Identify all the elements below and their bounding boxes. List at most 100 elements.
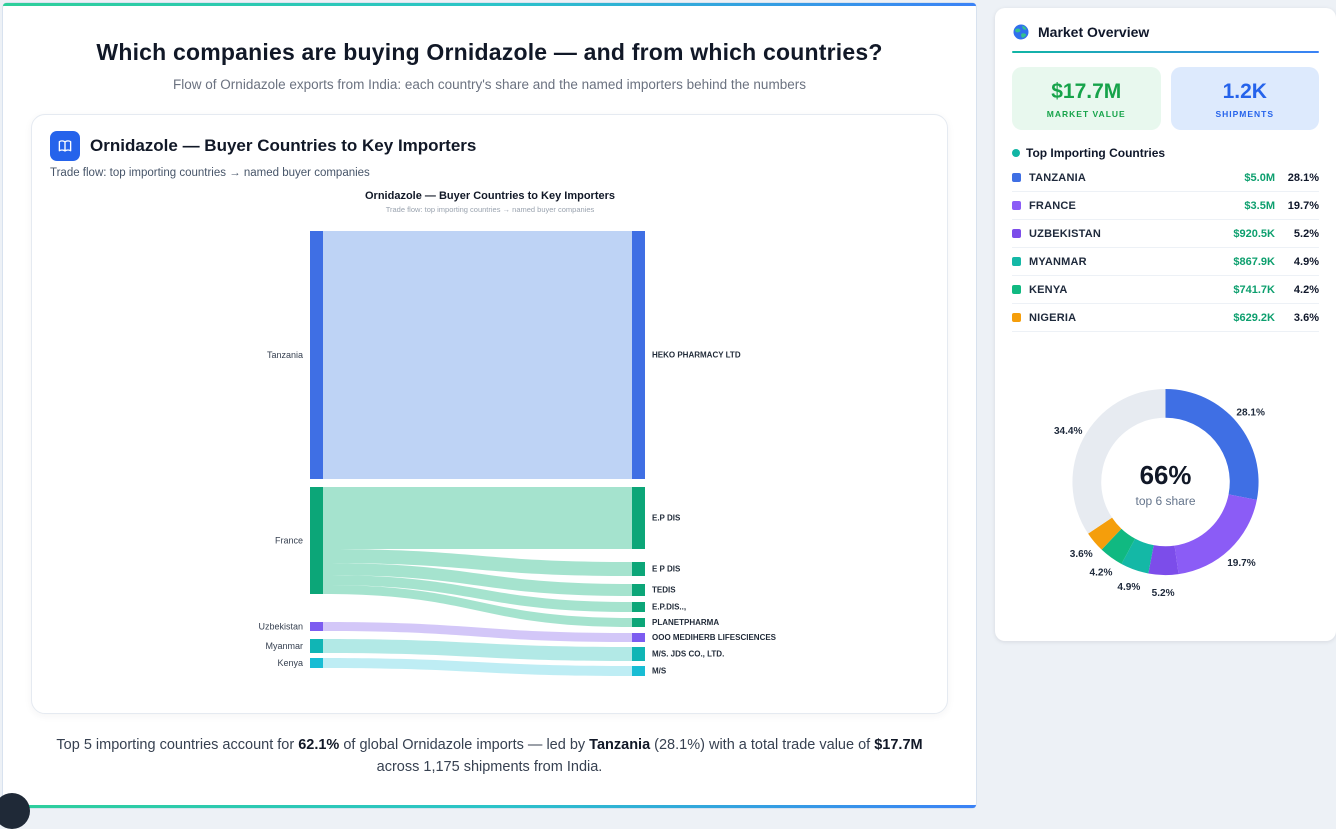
- country-row: TANZANIA $5.0M 28.1%: [1012, 164, 1319, 192]
- country-list: TANZANIA $5.0M 28.1% FRANCE $3.5M 19.7% UZBEKI…: [1012, 164, 1319, 332]
- page-subtitle: Flow of Ornidazole exports from India: e…: [173, 77, 806, 92]
- market-value-stat: $17.7M MARKET VALUE: [1012, 67, 1161, 130]
- summary-note-segment: across 1,175 shipments from India.: [376, 759, 603, 776]
- country-row: MYANMAR $867.9K 4.9%: [1012, 248, 1319, 276]
- page-title: Which companies are buying Ornidazole — …: [96, 39, 883, 65]
- sankey-company-node[interactable]: [631, 666, 645, 676]
- donut-segment-kenya[interactable]: [1101, 528, 1136, 564]
- open-book-icon-glyph: [58, 140, 72, 152]
- donut-segment-label: 28.1%: [1236, 408, 1265, 419]
- summary-note-segment: of global Ornidazole imports — led by: [339, 737, 590, 753]
- country-value: $867.9K: [1233, 255, 1275, 268]
- corner-logo: [0, 793, 30, 829]
- sankey-company-node[interactable]: [631, 618, 645, 627]
- shipments-stat: 1.2K SHIPMENTS: [1170, 67, 1319, 130]
- donut-segment-label: 5.2%: [1152, 588, 1175, 599]
- sankey-company-label: E P DIS: [652, 565, 681, 574]
- chart-title: Ornidazole — Buyer Countries to Key Impo…: [90, 136, 477, 155]
- sankey-chart-area: Tanzania France Uzbekistan Myanmar Kenya HEKO…: [50, 183, 929, 695]
- donut-segment-tanzania[interactable]: [1165, 388, 1259, 500]
- summary-note-segment: $17.7M: [874, 737, 923, 753]
- sankey-company-node[interactable]: [631, 584, 645, 596]
- sankey-country-node[interactable]: [309, 622, 323, 631]
- top-importing-countries-label: Top Importing Countries: [1026, 146, 1166, 160]
- sankey-company-label: M/S. JDS CO., LTD.: [652, 650, 724, 659]
- sankey-company-node[interactable]: [631, 231, 645, 479]
- sankey-company-label: HEKO PHARMACY LTD: [652, 351, 741, 360]
- donut-center-label: top 6 share: [1136, 494, 1196, 508]
- sankey-company-label: M/S: [652, 667, 667, 676]
- sankey-company-node[interactable]: [631, 633, 645, 642]
- country-row: NIGERIA $629.2K 3.6%: [1012, 304, 1319, 332]
- donut-segment-label: 4.9%: [1117, 582, 1140, 593]
- donut-segment-uzbekistan[interactable]: [1148, 545, 1179, 576]
- country-value: $5.0M: [1244, 171, 1275, 184]
- sankey-country-node[interactable]: [309, 658, 323, 668]
- country-color-swatch: [1012, 229, 1021, 238]
- country-percent: 3.6%: [1293, 311, 1319, 324]
- sankey-flow[interactable]: [322, 487, 632, 549]
- sankey-diagram[interactable]: Tanzania France Uzbekistan Myanmar Kenya HEKO…: [140, 183, 840, 695]
- sankey-company-label: E.P DIS: [652, 514, 681, 523]
- country-color-swatch: [1012, 201, 1021, 210]
- sankey-flow[interactable]: [322, 585, 632, 627]
- sankey-inner-title: Ornidazole — Buyer Countries to Key Impo…: [365, 190, 615, 202]
- sankey-company-node[interactable]: [631, 562, 645, 576]
- country-name: FRANCE: [1029, 199, 1077, 212]
- sankey-country-label: Myanmar: [265, 641, 303, 651]
- sankey-country-node[interactable]: [309, 487, 323, 594]
- sankey-country-node[interactable]: [309, 639, 323, 653]
- donut-chart-area: 28.1% 19.7% 5.2% 4.9% 4.2% 3.6% 34.4% 66% top 6 …: [1012, 348, 1319, 616]
- summary-note: Top 5 importing countries account for 62…: [40, 734, 940, 779]
- sankey-flow[interactable]: [322, 622, 632, 642]
- sankey-flow[interactable]: [322, 575, 632, 612]
- country-color-swatch: [1012, 173, 1021, 182]
- summary-note-segment: Tanzania: [589, 737, 651, 753]
- country-percent: 4.9%: [1293, 255, 1319, 268]
- country-value: $741.7K: [1233, 283, 1275, 296]
- sankey-flow[interactable]: [322, 658, 632, 676]
- sankey-company-node[interactable]: [631, 602, 645, 612]
- donut-segment-other[interactable]: [1072, 388, 1166, 534]
- sankey-flow[interactable]: [322, 549, 632, 576]
- sankey-country-label: Kenya: [277, 658, 303, 668]
- donut-chart[interactable]: 28.1% 19.7% 5.2% 4.9% 4.2% 3.6% 34.4% 66% top 6 …: [1012, 348, 1319, 616]
- header-underline: [1012, 51, 1319, 53]
- country-value: $920.5K: [1233, 227, 1275, 240]
- stats-row: $17.7M MARKET VALUE 1.2K SHIPMENTS: [1012, 67, 1319, 130]
- donut-segment-myanmar[interactable]: [1121, 538, 1154, 574]
- chart-header: Ornidazole — Buyer Countries to Key Impo…: [50, 131, 929, 161]
- top-importing-countries-title: Top Importing Countries: [1012, 146, 1319, 160]
- sankey-company-node[interactable]: [631, 647, 645, 661]
- market-overview-header: Market Overview: [1012, 23, 1319, 51]
- donut-segment-label: 4.2%: [1090, 567, 1113, 578]
- donut-segment-label: 34.4%: [1054, 426, 1083, 437]
- donut-segment-france[interactable]: [1174, 494, 1257, 575]
- shipments-label: SHIPMENTS: [1215, 109, 1275, 119]
- donut-segment-nigeria[interactable]: [1088, 517, 1122, 550]
- country-percent: 4.2%: [1293, 283, 1319, 296]
- summary-note-segment: (28.1%) with a total trade value of: [650, 737, 875, 753]
- country-color-swatch: [1012, 257, 1021, 266]
- sankey-flow[interactable]: [322, 231, 632, 479]
- country-color-swatch: [1012, 313, 1021, 322]
- sankey-company-label: OOO MEDIHERB LIFESCIENCES: [652, 633, 777, 642]
- bullet-dot-icon: [1012, 149, 1020, 157]
- donut-segment-label: 19.7%: [1227, 558, 1256, 569]
- market-overview-card: Market Overview $17.7M MARKET VALUE 1.2K…: [995, 8, 1336, 641]
- donut-center-value: 66%: [1140, 462, 1192, 490]
- globe-icon: [1013, 24, 1029, 40]
- country-name: TANZANIA: [1029, 171, 1086, 184]
- country-value: $3.5M: [1244, 199, 1275, 212]
- sankey-country-node[interactable]: [309, 231, 323, 479]
- sankey-country-label: Uzbekistan: [258, 622, 303, 632]
- market-overview-title: Market Overview: [1038, 24, 1150, 40]
- sankey-company-node[interactable]: [631, 487, 645, 549]
- country-percent: 19.7%: [1287, 199, 1319, 212]
- sankey-flow[interactable]: [322, 639, 632, 661]
- country-row: FRANCE $3.5M 19.7%: [1012, 192, 1319, 220]
- sankey-company-label: E.P.DIS..,: [652, 603, 686, 612]
- donut-segment-label: 3.6%: [1070, 549, 1093, 560]
- sankey-inner-subtitle: Trade flow: top importing countries → na…: [385, 205, 594, 214]
- sankey-flow[interactable]: [322, 563, 632, 596]
